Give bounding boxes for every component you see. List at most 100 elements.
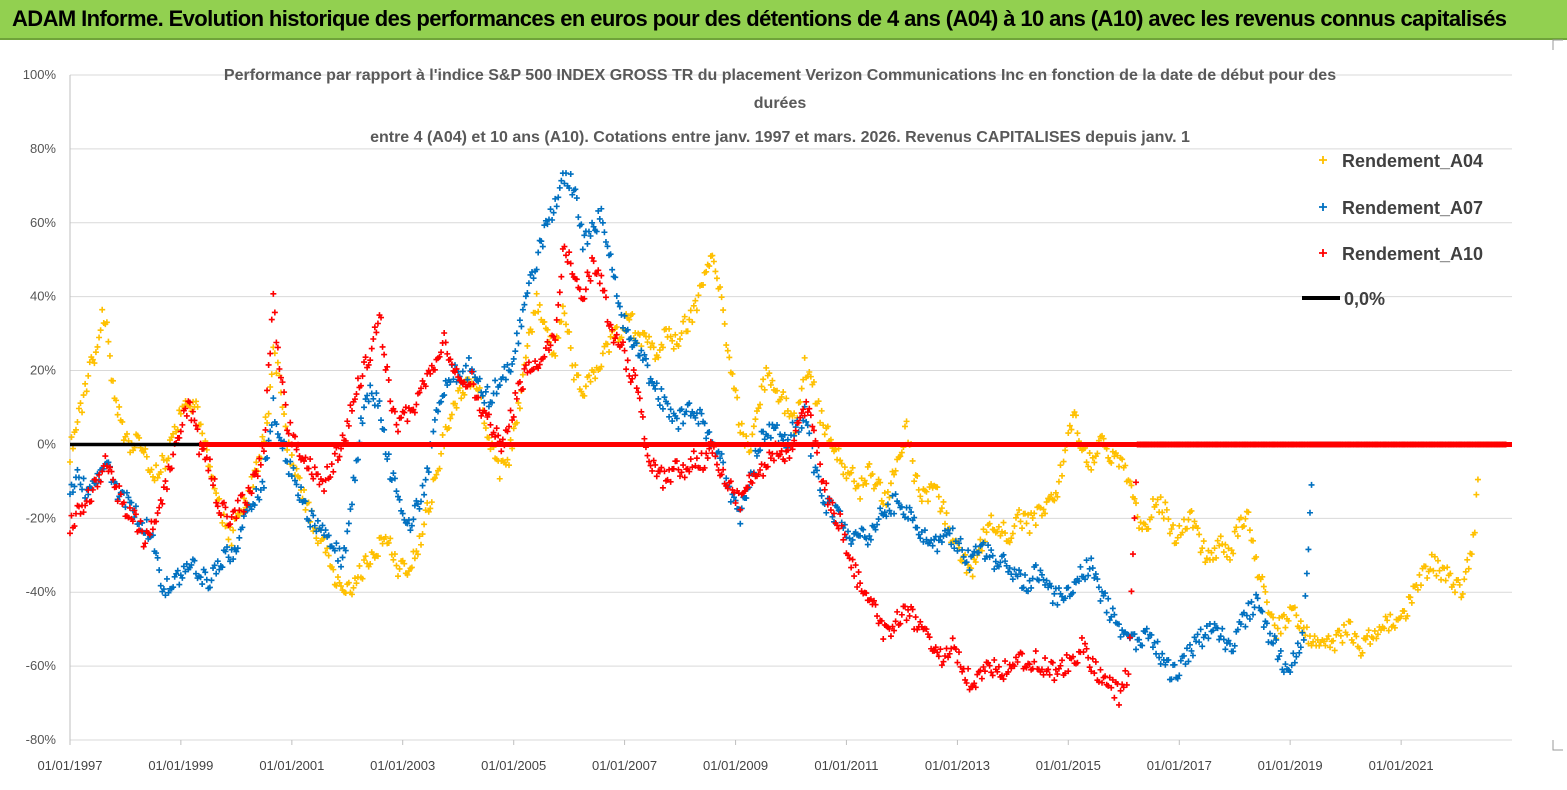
data-point [268,371,275,378]
data-point [1254,595,1261,602]
data-point [239,491,246,498]
data-point [612,335,619,342]
data-point [696,406,703,413]
x-tick-label: 01/01/2021 [1369,758,1434,773]
data-point [476,384,483,391]
data-point [758,383,765,390]
data-point [1384,617,1391,624]
data-point [410,406,417,413]
data-point [1378,627,1384,634]
data-point [938,539,945,546]
chart-title-line: entre 4 (A04) et 10 ans (A10). Cotations… [370,129,1190,146]
data-point [313,535,320,542]
data-point [401,409,408,416]
data-point [741,488,748,495]
data-point [767,455,774,462]
data-point [1095,584,1102,591]
data-point [1199,545,1206,552]
data-point [240,508,247,515]
data-point [77,481,84,488]
data-point [593,228,600,235]
data-point [97,327,104,334]
data-point [573,276,580,283]
data-point [330,566,337,573]
data-point [462,362,469,369]
data-point [858,475,865,482]
chart-title: Performance par rapport à l'indice S&P 5… [224,67,1336,146]
data-point [1210,556,1217,563]
data-point [1245,509,1252,516]
data-point [436,353,443,360]
data-point [1444,564,1451,571]
data-point [1305,640,1312,647]
data-point [1069,589,1076,596]
data-point [257,487,264,494]
data-point [587,232,594,239]
data-point [525,329,532,336]
data-point [1294,640,1301,647]
data-point [966,567,973,574]
data-point [99,468,106,475]
data-point [561,310,568,317]
data-point [644,339,651,346]
data-point [1456,581,1463,588]
data-point [1069,653,1076,660]
data-point [1199,643,1206,650]
data-point [1017,518,1024,525]
data-point [1263,599,1270,606]
data-point [892,467,899,474]
data-point [345,520,352,527]
data-point [712,453,719,460]
data-point [700,281,707,288]
data-point [302,498,309,505]
data-point [1373,635,1380,642]
data-point [75,474,82,481]
data-point [870,485,877,492]
data-point [213,490,220,497]
data-point [1162,661,1169,668]
data-point [194,403,201,410]
data-point [1142,521,1149,528]
y-tick-label: -40% [26,584,57,599]
data-point [516,378,523,385]
data-point [598,272,605,279]
data-point [199,581,206,588]
data-point [225,554,232,561]
data-point [1277,647,1284,654]
data-point [74,418,81,425]
data-point [1205,547,1212,554]
data-point [1253,591,1260,598]
data-point [393,488,400,495]
data-point [567,344,574,351]
data-point [761,436,768,443]
data-point [1049,659,1056,666]
data-point [884,501,891,508]
x-tick-label: 01/01/2001 [259,758,324,773]
data-point [889,492,896,499]
data-point [1211,545,1218,552]
data-point [783,395,790,402]
data-point [956,540,962,547]
data-point [683,408,690,415]
data-point [726,354,733,361]
data-point [311,522,318,529]
x-tick-label: 01/01/2007 [592,758,657,773]
data-point [361,404,368,411]
data-point [881,489,888,496]
data-point [1245,600,1252,607]
data-point [866,460,873,467]
data-point [1051,497,1058,504]
data-point [1299,629,1306,636]
data-point [1227,556,1234,563]
data-point [945,654,952,661]
data-point [243,501,250,508]
data-point [658,385,665,392]
data-point [892,618,899,625]
data-point [1191,634,1198,641]
data-point [485,403,492,410]
data-point [338,563,345,570]
data-point [1049,600,1056,607]
data-point [136,434,143,441]
data-point [649,340,656,347]
data-point [723,475,730,482]
